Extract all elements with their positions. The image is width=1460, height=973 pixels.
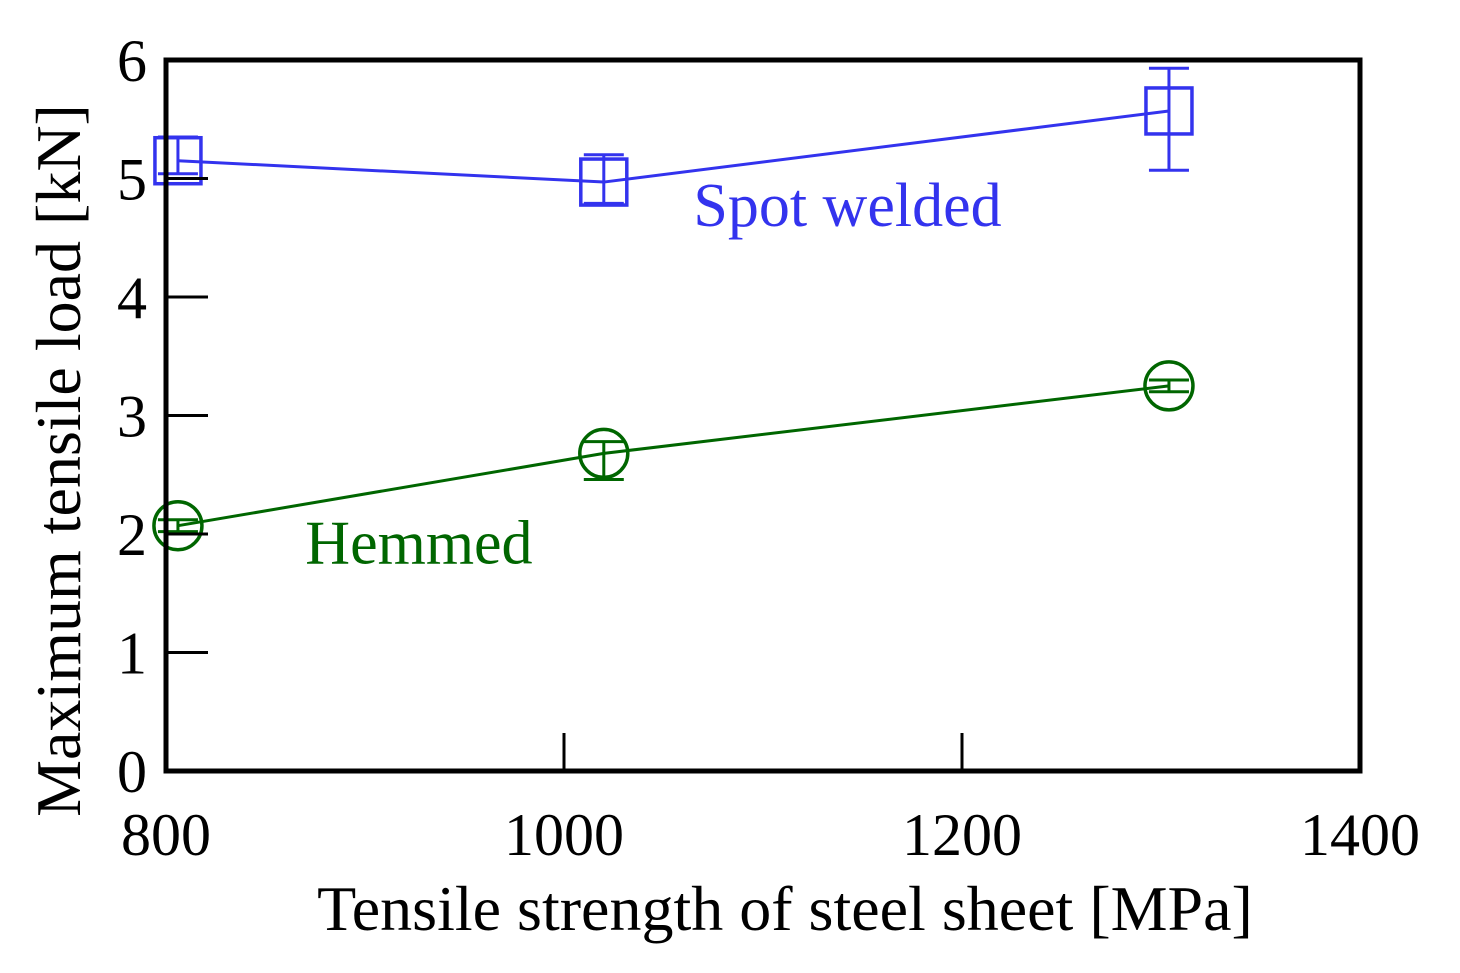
y-tick-label: 3 [117,384,147,450]
plot-marks: Spot welded Hemmed [152,66,1195,578]
x-tick-label: 800 [121,802,211,868]
plot-frame [163,57,1363,774]
data-point-square [579,157,629,207]
annotation-spot-welded: Spot welded [693,172,1001,240]
x-tick-label: 1400 [1300,802,1420,868]
data-point-circle [152,499,204,552]
x-tick-label: 1200 [902,802,1022,868]
data-point-circle [1143,360,1195,412]
axis-ticks: 800 1000 1200 1400 0 1 2 3 4 5 6 [117,28,1420,868]
y-tick-label: 6 [117,28,147,94]
series-spot-welded [153,66,1194,207]
y-tick-label: 1 [117,621,147,687]
x-tick-label: 1000 [504,802,624,868]
data-point-square [1144,86,1194,136]
y-axis-label: Maximum tensile load [kN] [23,104,94,817]
y-tick-label: 5 [117,147,147,213]
series-line [177,109,1170,184]
data-point-square [153,135,203,186]
y-tick-label: 4 [117,265,147,331]
y-tick-label: 0 [117,739,147,805]
series-hemmed [152,360,1195,552]
annotation-hemmed: Hemmed [305,510,532,578]
series-line [177,384,1170,528]
y-tick-label: 2 [117,502,147,568]
data-point-circle [578,427,630,480]
x-axis-label: Tensile strength of steel sheet [MPa] [317,873,1253,944]
